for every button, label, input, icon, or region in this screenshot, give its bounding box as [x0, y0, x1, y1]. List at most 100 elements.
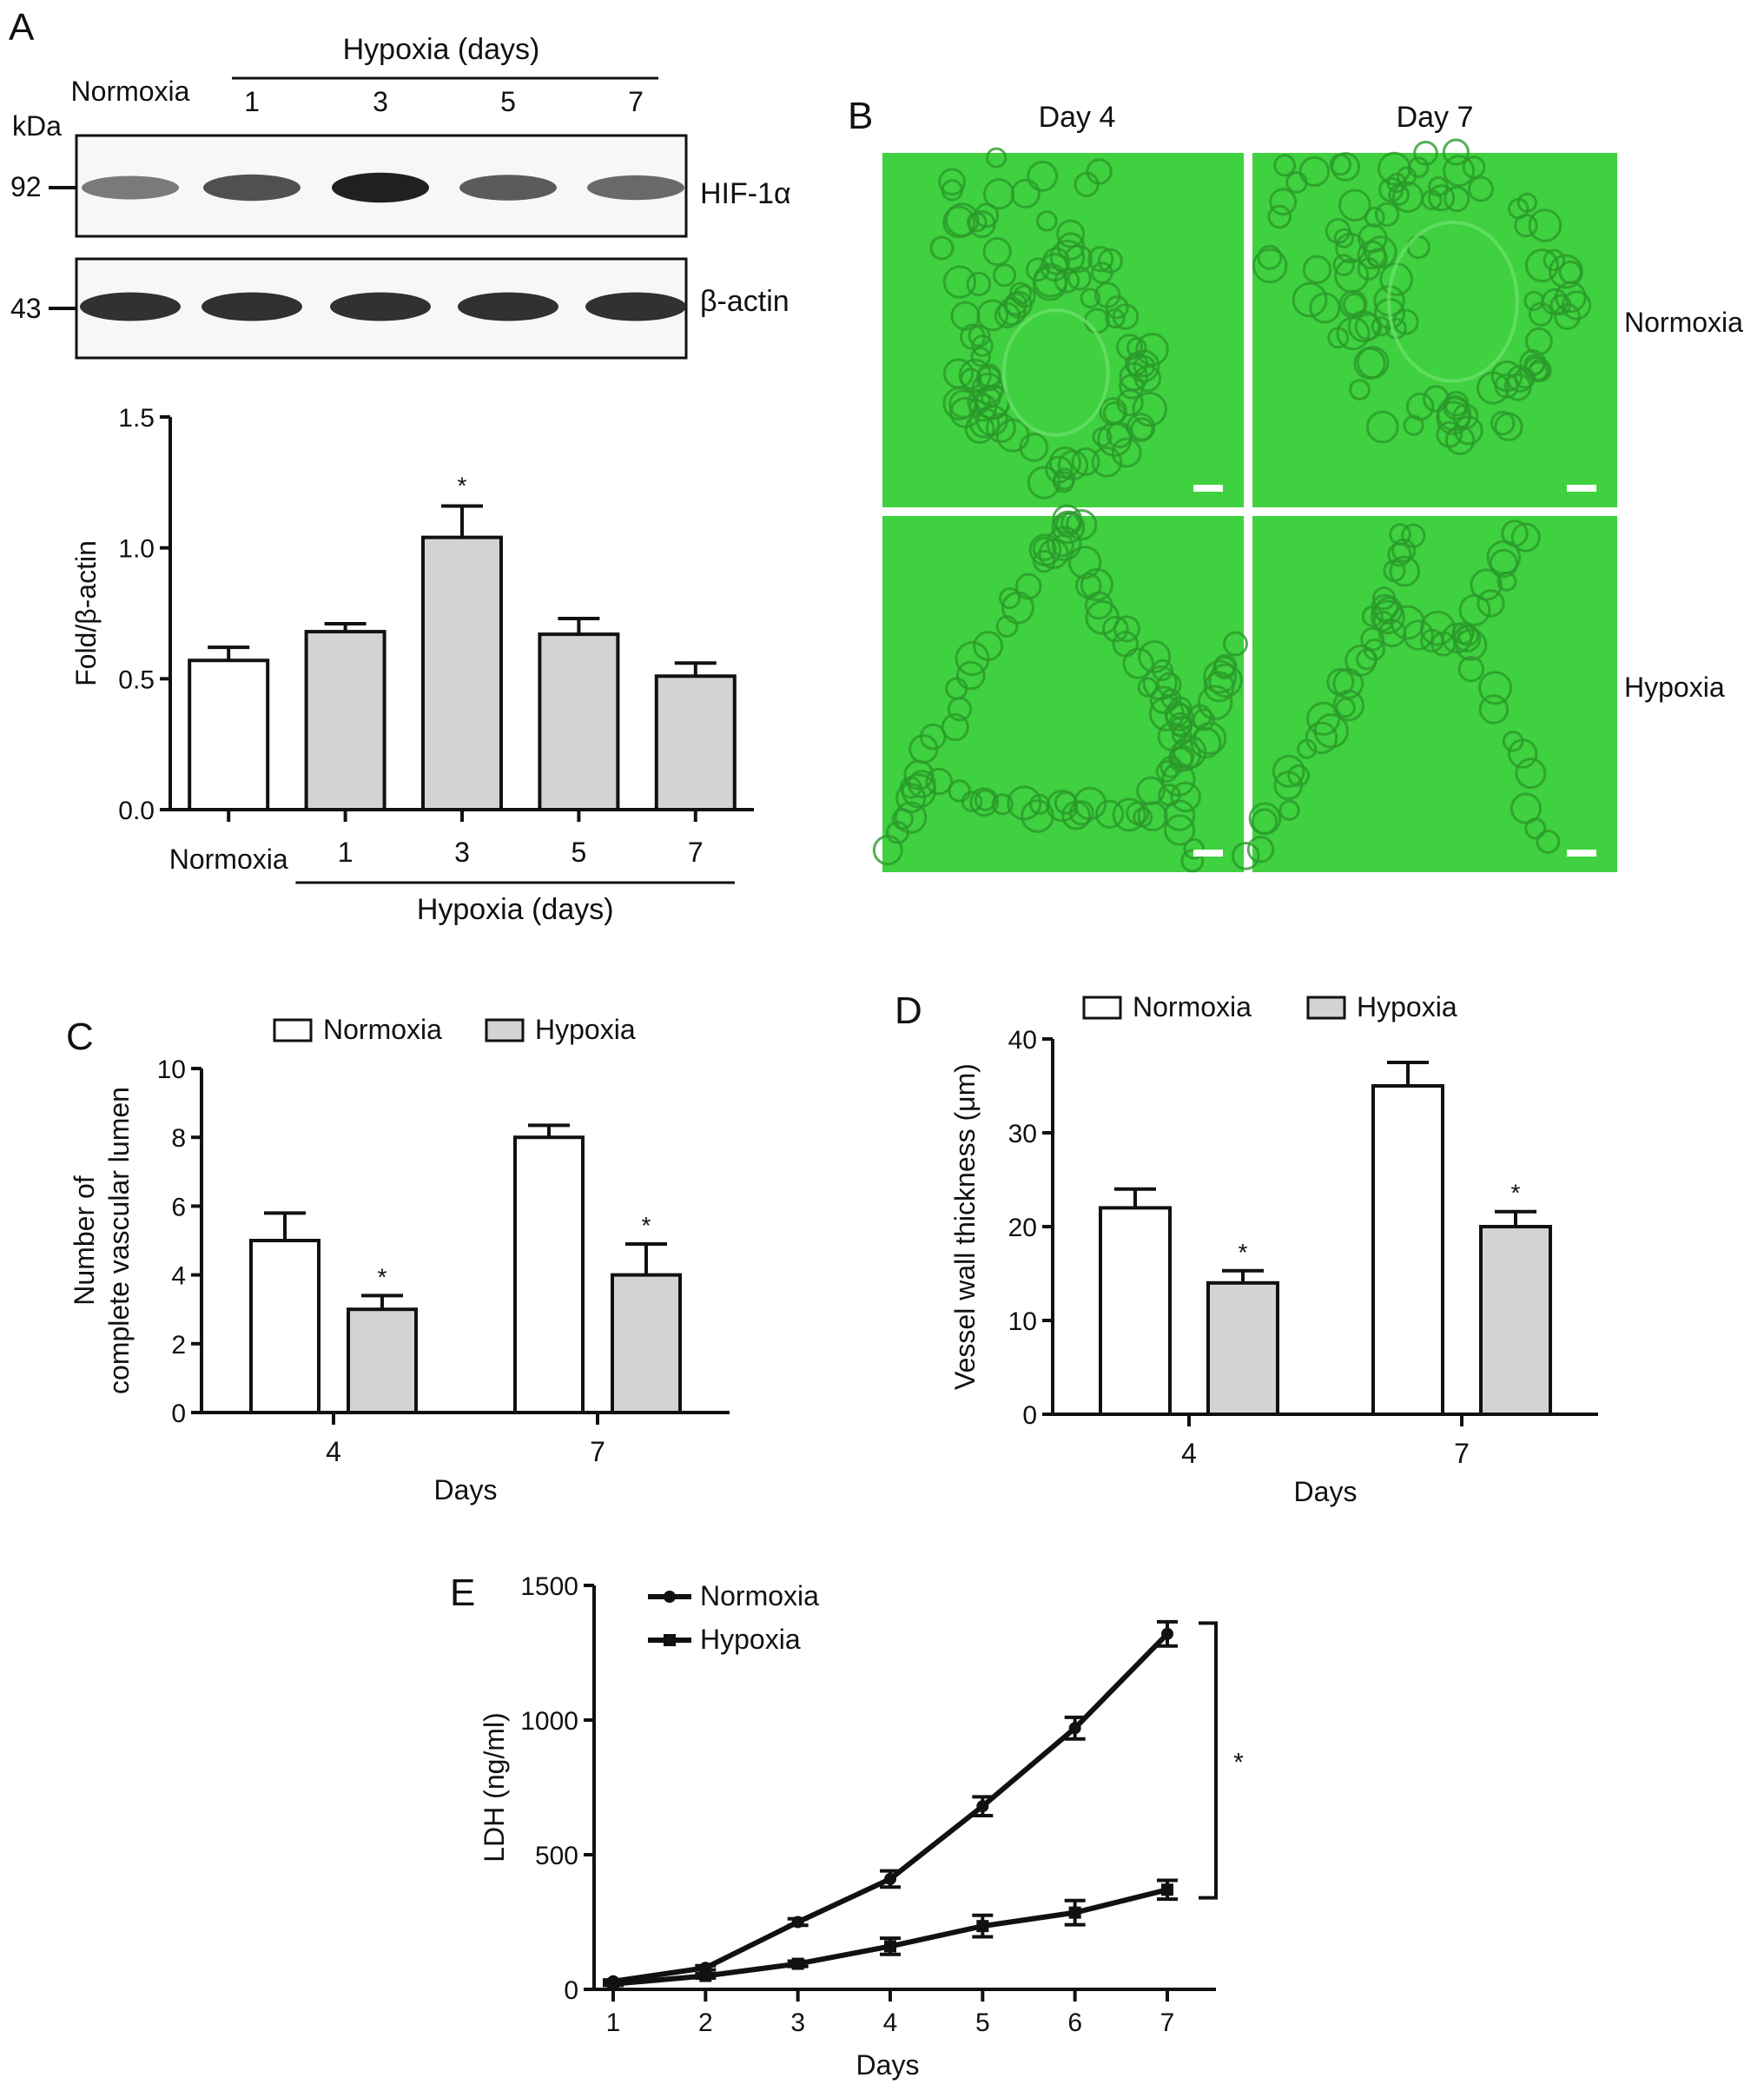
chart-e-y-tick-label: 1500 — [520, 1572, 578, 1601]
micrograph-cell — [1073, 786, 1107, 821]
micrograph-cell — [945, 202, 980, 237]
chart-e-significance-bracket — [1199, 1621, 1218, 1900]
chart-a-x-tick-label: 1 — [338, 837, 353, 868]
chart-e-point-normoxia — [791, 1916, 804, 1929]
micrograph-cell — [1478, 694, 1510, 725]
micrograph-cell — [1444, 185, 1470, 213]
micrograph-cell — [971, 334, 994, 357]
chart-c-y-tick-label: 8 — [171, 1124, 186, 1153]
chart-a-bar — [538, 632, 620, 812]
hif-band — [459, 175, 557, 201]
micrograph-cell — [1071, 447, 1100, 476]
micrograph-cell — [1503, 373, 1532, 401]
micrograph-cell — [1371, 586, 1397, 611]
micrograph-cell — [942, 265, 977, 299]
micrograph-cell — [998, 587, 1021, 610]
micrograph-cell — [1252, 248, 1288, 284]
micrograph-cell — [1148, 696, 1185, 731]
micrograph-cell — [1135, 332, 1169, 367]
chart-a-bar — [421, 535, 503, 811]
chart-c-legend-swatch — [485, 1018, 525, 1042]
chart-d-legend-swatch — [1306, 996, 1346, 1020]
chart-d-y-tick-label: 30 — [1008, 1120, 1037, 1148]
micrograph-cell — [1374, 596, 1404, 625]
micrograph-cell — [1392, 308, 1419, 335]
micrograph-cell — [1080, 288, 1101, 309]
micrograph-cell — [925, 767, 954, 796]
micrograph-cell — [1257, 244, 1283, 270]
chart-a-bar — [188, 658, 270, 811]
micrograph-cell — [1180, 849, 1205, 873]
micrograph-cell — [1094, 799, 1125, 829]
micrograph-cell — [1092, 427, 1113, 447]
micrograph-cell — [1163, 814, 1196, 846]
micrograph-cell — [1008, 281, 1032, 305]
micrograph-cell — [1486, 539, 1522, 575]
micrograph-cell — [1309, 292, 1341, 324]
micrograph-cell — [1136, 776, 1166, 805]
micrograph-cell — [1116, 388, 1144, 417]
micrograph-cell — [1007, 785, 1042, 821]
micrograph-cell — [1361, 605, 1384, 628]
micrograph-cell — [1306, 701, 1341, 736]
chart-a-y-tick-label: 0.0 — [118, 797, 155, 825]
micrograph-cell — [1561, 290, 1592, 321]
micrograph-cell — [1401, 523, 1426, 548]
micrograph-cell — [986, 413, 1016, 443]
chart-e-x-tick-label: 7 — [1160, 2008, 1175, 2037]
micrograph-cell — [997, 296, 1027, 327]
micrograph-lumen — [1387, 220, 1519, 383]
micrograph-cell — [1292, 281, 1328, 318]
chart-c-bar-hypoxia — [347, 1307, 418, 1414]
micrograph-tile — [1252, 138, 1617, 507]
micrograph-cell — [1032, 536, 1057, 561]
micrograph-cell — [968, 393, 998, 422]
micrograph-cell — [1462, 156, 1486, 179]
chart-e-line-normoxia — [612, 1631, 1170, 1984]
chart-e-point-hypoxia — [1068, 1906, 1081, 1919]
chart-e-legend-label: Hypoxia — [700, 1624, 801, 1655]
micrograph-cell — [1183, 837, 1205, 860]
micrograph-cell — [1213, 653, 1238, 678]
micrograph-cell — [1305, 721, 1338, 755]
chart-d-y-tick-label: 0 — [1022, 1401, 1037, 1430]
chart-e-x-tick-label: 2 — [698, 2008, 713, 2037]
micrograph-cell — [1333, 228, 1355, 248]
chart-e-x-tick-label: 4 — [883, 2008, 898, 2037]
chart-d-x-tick-label: 7 — [1454, 1438, 1470, 1469]
chart-c-legend-label: Normoxia — [323, 1014, 442, 1045]
micrograph-cell — [948, 779, 971, 803]
micrograph-cell — [895, 783, 927, 814]
chart-c: 0 2 4 6 8 10 * 4 * 7 Days Number of complete vascula… — [69, 1014, 730, 1505]
micrograph-cell — [1374, 202, 1400, 228]
hif-band — [332, 172, 429, 203]
panel-c-letter: C — [66, 1016, 94, 1058]
micrograph-cell — [1342, 292, 1366, 317]
micrograph-cell — [1170, 781, 1201, 813]
chart-e-x-label: Days — [856, 2049, 920, 2081]
micrograph-cell — [1067, 266, 1092, 291]
micrograph-cell — [1478, 671, 1513, 705]
chart-c-x-tick-label: 4 — [326, 1436, 341, 1467]
micrograph-cell — [1327, 327, 1350, 349]
micrograph-scale-bar — [1567, 485, 1596, 492]
micrograph-cell — [1111, 437, 1142, 468]
micrograph-scale-bar — [1567, 850, 1596, 857]
micrograph-background — [1252, 153, 1617, 507]
micrograph-cell — [1287, 764, 1311, 787]
chart-e: 0 500 1000 1500 1 2 3 4 5 6 7 Days LDH (ng/ml) Normox… — [479, 1572, 1244, 2081]
chart-a: 0.0 0.5 1.0 1.5 Fold/β-actin Normoxia 1 3 * 5 7 Hyp… — [70, 404, 754, 926]
chart-d-legend-label: Normoxia — [1133, 991, 1252, 1022]
micrograph-cell — [1329, 153, 1352, 176]
micrograph-cell — [1159, 755, 1183, 778]
chart-e-point-hypoxia — [884, 1940, 896, 1953]
blot-lane-label-7: 7 — [628, 86, 644, 117]
blot-lane-label-normoxia: Normoxia — [71, 76, 190, 107]
micrograph-background — [1252, 516, 1617, 872]
micrograph-cell — [1502, 731, 1524, 752]
micrograph-cell — [1554, 303, 1581, 330]
blot-group-header: Hypoxia (days) — [343, 33, 540, 66]
micrograph-cell — [1097, 248, 1123, 274]
micrograph-cell — [894, 801, 928, 834]
chart-e-point-normoxia — [884, 1872, 896, 1885]
